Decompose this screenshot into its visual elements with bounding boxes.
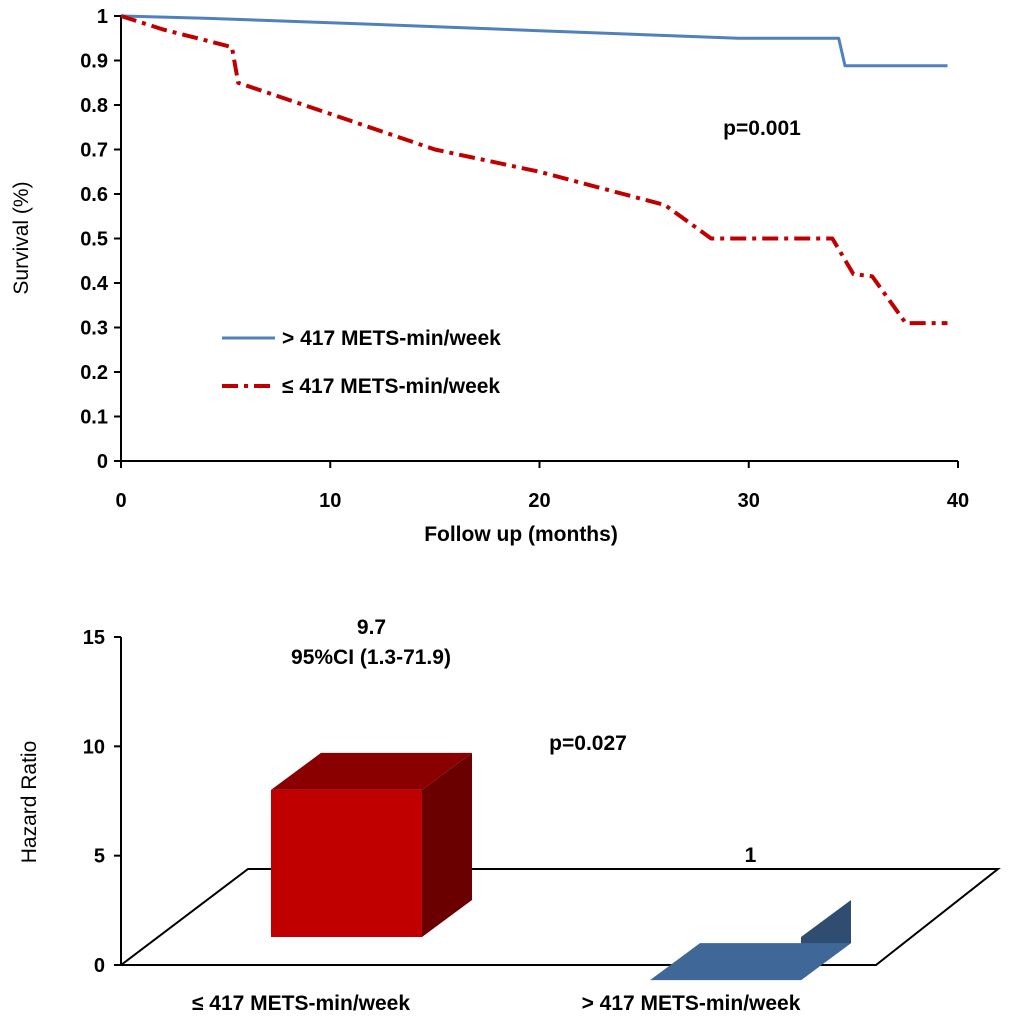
hazard-bar-value-label: 9.7 [357,616,386,639]
survival-x-tick-label: 0 [115,490,126,512]
hazard-p-value: p=0.027 [549,732,627,755]
hazard-bar-value-label: 1 [745,844,757,867]
legend-label-low: ≤ 417 METS-min/week [282,375,500,398]
survival-x-tick-label: 20 [528,490,550,512]
survival-y-tick-label: 0.1 [80,407,108,429]
hazard-bar-side [422,752,472,937]
hazard-y-axis-label: Hazard Ratio [18,741,41,864]
survival-y-tick-label: 0.7 [80,140,108,162]
bar-category-label-1: > 417 METS-min/week [582,992,801,1015]
legend-label-high: > 417 METS-min/week [282,327,501,350]
survival-legend: > 417 METS-min/week ≤ 417 METS-min/week [222,327,501,398]
survival-y-tick-label: 1 [97,6,108,28]
hazard-y-tick-label: 5 [94,846,105,868]
survival-y-axis-label: Survival (%) [10,181,33,294]
hazard-ratio-chart: 0 5 10 15 9.7 1 Hazard Ratio 95%CI (1.3-71.9… [18,616,1001,1015]
hazard-bar-1: 1 [650,844,851,981]
survival-x-tick-label: 10 [319,490,341,512]
survival-chart: 00.10.20.30.40.50.60.70.80.91 0 10 20 30 40 … [10,6,969,546]
hazard-y-tick-label: 10 [83,736,105,758]
survival-y-tick-label: 0.3 [80,318,108,340]
hazard-bar-top [271,752,472,790]
survival-y-tick-label: 0.8 [80,95,108,117]
survival-x-tick-label: 40 [947,490,969,512]
survival-line-high [120,14,948,68]
hazard-bar-0: 9.7 [271,616,472,937]
survival-x-axis-label: Follow up (months) [424,523,618,546]
survival-y-tick-label: 0.5 [80,229,108,251]
hazard-y-tick-label: 15 [83,627,105,649]
hazard-bar-front [271,789,422,937]
survival-y-tick-label: 0.9 [80,51,108,73]
hazard-ci-label: 95%CI (1.3-71.9) [291,646,451,669]
survival-p-value: p=0.001 [723,117,801,140]
survival-y-tick-label: 0 [97,451,108,473]
hazard-bar-top [650,943,851,981]
survival-y-tick-label: 0.2 [80,362,108,384]
survival-x-tick-label: 30 [738,490,760,512]
bar-category-label-0: ≤ 417 METS-min/week [192,992,410,1015]
hazard-y-tick-label: 0 [94,955,105,977]
survival-line-low [120,14,948,326]
survival-y-tick-label: 0.6 [80,184,108,206]
bar-floor [118,868,1001,966]
survival-y-tick-label: 0.4 [80,273,109,295]
